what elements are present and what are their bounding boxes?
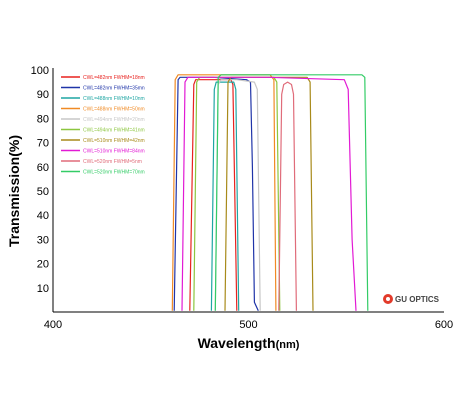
y-tick-label: 10	[37, 283, 49, 295]
x-tick-label: 600	[435, 319, 453, 331]
series-lines	[171, 74, 369, 312]
x-axis-label: Wavelength(nm)	[198, 335, 300, 351]
series-line-8	[181, 76, 357, 311]
series-line-2	[173, 76, 259, 312]
legend-label: CWL=482nm FWHM=18nm	[83, 75, 145, 81]
series-line-3	[210, 81, 240, 311]
brand-logo: GU OPTICS	[383, 294, 440, 304]
y-tick-label: 40	[37, 210, 49, 222]
y-tick-label: 20	[37, 259, 49, 271]
legend-label: CWL=494nm FWHM=41nm	[83, 127, 145, 133]
x-axis-unit: (nm)	[276, 339, 300, 351]
y-axis-label: Transmission(%)	[6, 135, 22, 247]
legend: CWL=482nm FWHM=18nm CWL=482nm FWHM=35mn CW…	[61, 75, 145, 175]
y-tick-label: 60	[37, 162, 49, 174]
legend-label: CWL=488nm FWHM=10nm	[83, 96, 145, 102]
tick-labels: 10 20 30 40 50 60 70 80 90 100 400 500 600	[31, 65, 454, 331]
series-line-10	[214, 74, 369, 311]
y-tick-label: 90	[37, 89, 49, 101]
legend-label: CWL=494nm FWHM=20nm	[83, 117, 145, 123]
legend-label: CWL=520nm FWHM=5nm	[83, 159, 142, 165]
y-tick-label: 100	[31, 65, 49, 77]
y-tick-label: 30	[37, 234, 49, 246]
legend-label: CWL=482nm FWHM=35mn	[83, 85, 145, 91]
legend-label: CWL=510nm FWHM=42nm	[83, 138, 145, 144]
axes	[52, 68, 444, 313]
y-tick-label: 50	[37, 186, 49, 198]
legend-label: CWL=510nm FWHM=84nm	[83, 148, 145, 154]
x-axis-label-text: Wavelength	[198, 335, 276, 351]
legend-label: CWL=488nm FWHM=50nm	[83, 106, 145, 112]
x-tick-label: 400	[44, 319, 62, 331]
legend-label: CWL=520nm FWHM=70nm	[83, 169, 145, 175]
series-line-9	[278, 81, 297, 311]
series-line-4	[171, 74, 277, 311]
x-tick-label: 500	[239, 319, 257, 331]
y-tick-label: 70	[37, 138, 49, 150]
y-tick-label: 80	[37, 113, 49, 125]
logo-mark-inner	[386, 297, 390, 301]
series-line-1	[189, 79, 238, 311]
logo-text: GU OPTICS	[395, 295, 440, 304]
